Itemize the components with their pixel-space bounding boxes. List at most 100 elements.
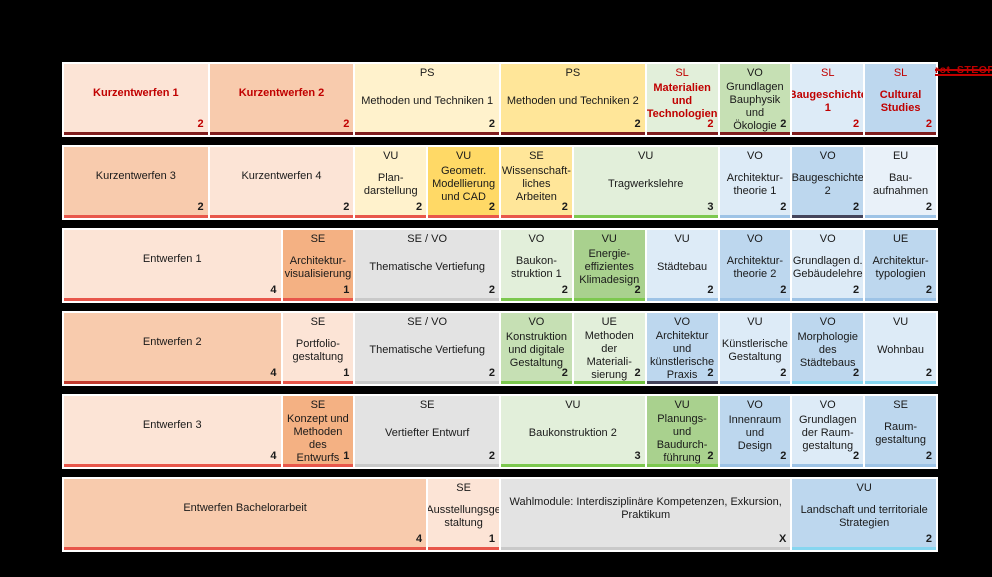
ects-value: 2: [925, 118, 932, 131]
course-name: Wohnbau: [877, 344, 925, 357]
course-cell: Entwerfen 2 4: [64, 313, 281, 384]
course-type-label: VU: [565, 398, 581, 411]
course-name: Bau- aufnahmen: [873, 171, 929, 197]
course-type-label: VU: [638, 149, 654, 162]
ects-value: 2: [925, 201, 932, 214]
course-type-label: PS: [565, 66, 581, 79]
course-cell: Entwerfen Bachelorarbeit 4: [64, 479, 427, 550]
course-type-label: SE: [893, 398, 908, 411]
ects-value: 1: [343, 284, 350, 297]
course-name: Kurzentwerfen 3: [95, 170, 176, 183]
course-cell: SL Materialien und Technologien 2: [646, 64, 718, 135]
course-cell: VO Innenraum und Design 2: [719, 396, 791, 467]
curriculum-grid: Kurzentwerfen 1 2 Kurzentwerfen 2 2 PS Method…: [62, 62, 938, 560]
course-cell: VU Baukonstruktion 2 3: [501, 396, 645, 467]
course-name: Kurzentwerfen 1: [93, 87, 179, 100]
course-name: Baukonstruktion 2: [528, 427, 617, 440]
course-name: Baukon- struktion 1: [511, 254, 562, 280]
course-cell: PS Methoden und Techniken 1 2: [355, 64, 499, 135]
semester-row: Kurzentwerfen 1 2 Kurzentwerfen 2 2 PS Method…: [62, 62, 938, 137]
course-cell: Wahlmodule: Interdisziplinäre Kompetenze…: [501, 479, 791, 550]
course-cell: SL Cultural Studies 2: [865, 64, 936, 135]
course-name: Methoden und Techniken 2: [506, 95, 639, 108]
course-name: Cultural Studies: [879, 88, 922, 114]
course-cell: VU Geometr. Modellierung und CAD 2: [428, 147, 499, 218]
course-name: Wahlmodule: Interdisziplinäre Kompetenze…: [509, 495, 782, 521]
course-cell: VU Planungs- und Baudurch- führung 2: [646, 396, 718, 467]
ects-value: 2: [780, 118, 787, 131]
ects-value: X: [778, 533, 787, 546]
ects-value: 2: [853, 201, 860, 214]
course-name: Architektur- typologien: [872, 254, 929, 280]
course-type-label: VO: [746, 66, 763, 79]
course-cell: Kurzentwerfen 3 2: [64, 147, 208, 218]
course-type-label: SE / VO: [407, 315, 448, 328]
course-type-label: VU: [455, 149, 472, 162]
course-cell: VU Städtebau 2: [646, 230, 718, 301]
course-type-label: VO: [746, 398, 763, 411]
ects-value: 1: [343, 450, 350, 463]
course-type-label: PS: [419, 66, 435, 79]
course-name: Landschaft und territoriale Strategien: [800, 503, 928, 529]
course-name: Plan- darstellung: [363, 171, 418, 197]
ects-value: 2: [488, 201, 495, 214]
semester-row: Entwerfen 1 4 SE Architektur- visualisierun…: [62, 228, 938, 303]
course-cell: SE Raum- gestaltung 2: [865, 396, 936, 467]
ects-value: 2: [343, 118, 350, 131]
course-type-label: VO: [674, 315, 691, 328]
course-type-label: VO: [819, 315, 836, 328]
course-cell: VO Baugeschichte 2 2: [792, 147, 864, 218]
course-type-label: SL: [821, 66, 835, 79]
course-name: Städtebau: [657, 261, 708, 274]
course-type-label: VO: [819, 149, 836, 162]
course-name: Architektur- visualisierung: [284, 254, 352, 280]
ects-value: 2: [780, 284, 787, 297]
course-name: Architektur und künstlerische Praxis: [649, 330, 715, 381]
course-name: Thematische Vertiefung: [369, 344, 485, 357]
course-type-label: VO: [819, 398, 836, 411]
course-type-label: VO: [528, 315, 545, 328]
course-cell: VU Wohnbau 2: [865, 313, 936, 384]
course-name: Entwerfen Bachelorarbeit: [183, 502, 307, 515]
course-cell: Kurzentwerfen 4 2: [209, 147, 354, 218]
ects-value: 2: [634, 284, 641, 297]
ects-value: 2: [707, 118, 714, 131]
course-type-label: SL: [675, 66, 689, 79]
course-type-label: VU: [892, 315, 909, 328]
ects-value: 2: [488, 450, 495, 463]
course-name: Kurzentwerfen 4: [241, 170, 322, 183]
ects-value: 2: [634, 367, 641, 380]
ects-value: 2: [561, 367, 568, 380]
course-name: Geometr. Modellierung und CAD: [432, 165, 496, 203]
course-type-label: SL: [893, 66, 908, 79]
ects-value: 2: [780, 201, 787, 214]
course-name: Planungs- und Baudurch- führung: [656, 413, 708, 464]
course-name: Grundlagen d. Gebäudelehre: [792, 254, 863, 280]
ects-value: 4: [270, 450, 277, 463]
course-name: Vertiefter Entwurf: [384, 427, 470, 440]
course-type-label: UE: [601, 315, 617, 328]
course-name: Architektur- theorie 2: [726, 254, 784, 280]
course-cell: VU Künstlerische Gestaltung 2: [719, 313, 791, 384]
course-name: Materialien und Technologien: [646, 82, 718, 120]
course-type-label: SE: [529, 149, 544, 162]
course-name: Grundlagen der Raum- gestaltung: [798, 414, 857, 452]
course-type-label: VU: [383, 149, 399, 162]
course-type-label: SE: [310, 398, 326, 411]
ects-value: 2: [561, 284, 568, 297]
course-name: Konstruktion und digitale Gestaltung: [505, 331, 567, 369]
ects-value: 2: [488, 367, 495, 380]
course-type-label: VO: [819, 232, 836, 245]
course-cell: VO Morphologie des Städtebaus 2: [792, 313, 864, 384]
course-cell: SE Vertiefter Entwurf 2: [355, 396, 499, 467]
course-cell: Kurzentwerfen 2 2: [209, 64, 354, 135]
course-cell: SE Portfolio- gestaltung 1: [282, 313, 354, 384]
course-name: Raum- gestaltung: [875, 420, 926, 446]
course-cell: VU Plan- darstellung 2: [355, 147, 427, 218]
course-type-label: VU: [856, 481, 872, 494]
course-type-label: SE: [419, 398, 435, 411]
course-name: Thematische Vertiefung: [369, 261, 485, 274]
course-cell: VO Grundlagen der Raum- gestaltung 2: [792, 396, 864, 467]
ects-value: 4: [270, 367, 277, 380]
semester-row: Entwerfen 3 4 SE Konzept und Methoden des E…: [62, 394, 938, 469]
